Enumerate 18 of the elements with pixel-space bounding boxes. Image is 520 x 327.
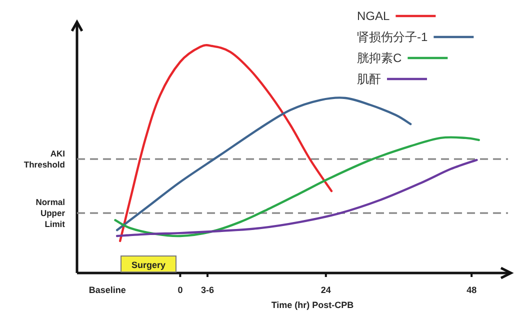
legend-item: 肾损伤分子-1 [357,30,474,44]
x-tick-label: 24 [320,285,331,295]
legend-label: NGAL [357,9,390,23]
x-tick-label: Baseline [88,285,126,295]
x-tick-label: 0 [178,285,183,295]
ref-line-label: Normal Upper Limit [36,197,66,230]
legend-item: 肌酐 [357,72,427,86]
legend-item: NGAL [357,9,436,23]
x-axis-title: Time (hr) Post-CPB [271,300,354,310]
annotation-box: Surgery [120,256,176,272]
x-tick-label: 48 [466,285,477,295]
x-tick-label: 3-6 [201,285,214,295]
annotation: Surgery [131,260,166,270]
legend-label: 肌酐 [357,72,381,86]
ref-line-label: AKI Threshold [24,148,65,170]
legend-label: 肾损伤分子-1 [357,30,428,44]
legend-label: 胱抑素C [357,51,402,65]
legend-item: 胱抑素C [357,51,448,65]
